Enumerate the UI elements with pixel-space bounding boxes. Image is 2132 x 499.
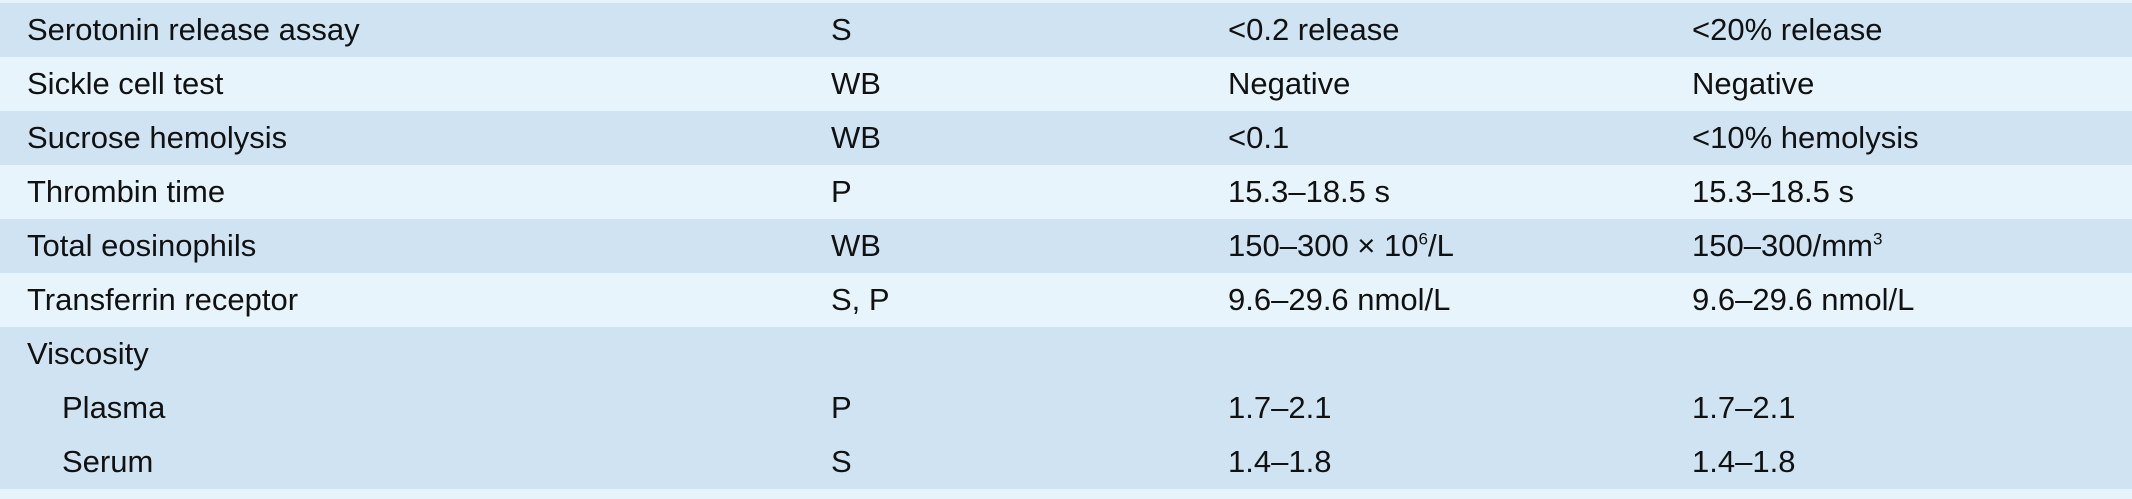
specimen: WB [831,65,881,101]
test-name: Plasma [62,389,166,425]
table-row: Total eosinophils WB 150–300 × 106/L 150… [0,219,2132,273]
table-row: Viscosity [0,327,2132,381]
conventional-units-value: <20% release [1692,11,1883,47]
table-row: Sucrose hemolysis WB <0.1 <10% hemolysis [0,111,2132,165]
conventional-units-value: 150–300/mm3 [1692,230,1882,261]
test-name: Viscosity [27,335,149,371]
si-units-suffix: /L [1427,227,1454,263]
table-row: Sickle cell test WB Negative Negative [0,57,2132,111]
conventional-exponent: 3 [1872,229,1883,249]
test-name: Transferrin receptor [27,281,299,317]
conventional-units-value: 15.3–18.5 s [1692,173,1855,209]
test-name: Sucrose hemolysis [27,119,288,155]
si-units-exponent: 6 [1418,229,1428,249]
si-units-value: 1.7–2.1 [1228,389,1332,425]
table-row: Thrombin time P 15.3–18.5 s 15.3–18.5 s [0,165,2132,219]
specimen: S [831,443,852,479]
conventional-units-value: <10% hemolysis [1692,119,1919,155]
si-units-value: 150–300 × 106/L [1228,230,1454,261]
test-name: Total eosinophils [27,227,257,263]
si-units-value: 9.6–29.6 nmol/L [1228,281,1451,317]
specimen: S, P [831,281,890,317]
test-name: Serotonin release assay [27,11,360,47]
conventional-units-value: 1.4–1.8 [1692,443,1796,479]
specimen: S [831,11,852,47]
table-row: Serotonin release assay S <0.2 release <… [0,3,2132,57]
si-units-value: <0.2 release [1228,11,1400,47]
conventional-units-value: Negative [1692,65,1815,101]
si-units-value: 1.4–1.8 [1228,443,1332,479]
si-units-value: Negative [1228,65,1351,101]
si-units-value: <0.1 [1228,119,1290,155]
table-row: Transferrin receptor S, P 9.6–29.6 nmol/… [0,273,2132,327]
specimen: P [831,389,852,425]
conventional-prefix: 150–300/mm [1692,227,1873,263]
si-units-prefix: 150–300 × 10 [1228,227,1419,263]
table-row: Serum S 1.4–1.8 1.4–1.8 [0,435,2132,489]
table-row: Plasma P 1.7–2.1 1.7–2.1 [0,381,2132,435]
conventional-units-value: 1.7–2.1 [1692,389,1796,425]
specimen: WB [831,227,881,263]
si-units-value: 15.3–18.5 s [1228,173,1391,209]
specimen: WB [831,119,881,155]
test-name: Thrombin time [27,173,226,209]
test-name: Sickle cell test [27,65,224,101]
conventional-units-value: 9.6–29.6 nmol/L [1692,281,1915,317]
test-name: Serum [62,443,154,479]
specimen: P [831,173,852,209]
